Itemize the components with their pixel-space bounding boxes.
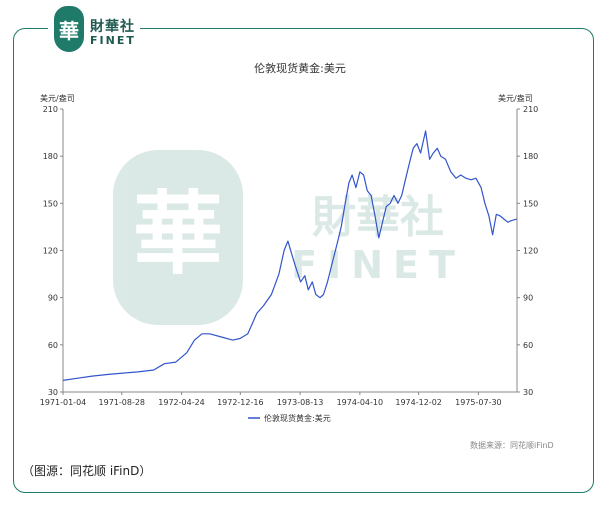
y-tick-label-right: 210	[523, 105, 538, 114]
x-tick-label: 1971-08-28	[99, 398, 146, 407]
chart-frame	[13, 28, 594, 493]
logo-chinese-text: 財華社	[90, 19, 135, 35]
logo-mark: 華	[54, 6, 84, 52]
y-tick-label-left: 90	[48, 294, 58, 303]
watermark-mark-glyph: 華	[133, 182, 223, 287]
y-tick-label-right: 90	[523, 294, 533, 303]
x-tick-label: 1974-12-02	[395, 398, 442, 407]
x-tick-label: 1972-04-24	[158, 398, 205, 407]
y-tick-label-right: 30	[523, 388, 533, 397]
axes: 30 30 60 60 90 90 120 120 150 150 180 180 210 210 1971…	[40, 105, 539, 407]
legend-label: 伦敦现货黄金:美元	[264, 413, 331, 423]
logo-english-text: FINET	[90, 34, 136, 47]
x-tick-label: 1974-04-10	[337, 398, 384, 407]
y-axis-right-label: 美元/盎司	[498, 93, 533, 103]
image-caption: （图源：同花顺 iFinD）	[22, 464, 152, 478]
watermark-english: FINET	[291, 243, 465, 287]
y-axis-left-label: 美元/盎司	[40, 93, 75, 103]
x-tick-label: 1971-01-04	[40, 398, 87, 407]
y-tick-label-left: 180	[43, 152, 58, 161]
legend: 伦敦现货黄金:美元	[248, 413, 331, 423]
gold-price-line	[62, 130, 517, 381]
y-tick-label-left: 150	[43, 199, 58, 208]
finet-logo: 華 財華社 FINET	[48, 6, 140, 56]
y-tick-label-left: 60	[48, 341, 58, 350]
x-tick-label: 1973-08-13	[277, 398, 324, 407]
y-tick-label-right: 120	[523, 247, 538, 256]
watermark: 華 財華社 FINET	[113, 150, 465, 325]
y-tick-label-right: 180	[523, 152, 538, 161]
y-tick-label-right: 60	[523, 341, 533, 350]
y-tick-label-left: 30	[48, 388, 58, 397]
y-tick-label-right: 150	[523, 199, 538, 208]
x-tick-label: 1972-12-16	[217, 398, 264, 407]
data-source: 数据来源：同花顺iFinD	[470, 441, 554, 450]
series-group	[62, 130, 517, 381]
x-tick-label: 1975-07-30	[455, 398, 502, 407]
y-tick-label-left: 210	[43, 105, 58, 114]
chart-title: 伦敦现货黄金:美元	[254, 61, 346, 75]
watermark-mark	[113, 150, 243, 325]
y-tick-label-left: 120	[43, 247, 58, 256]
